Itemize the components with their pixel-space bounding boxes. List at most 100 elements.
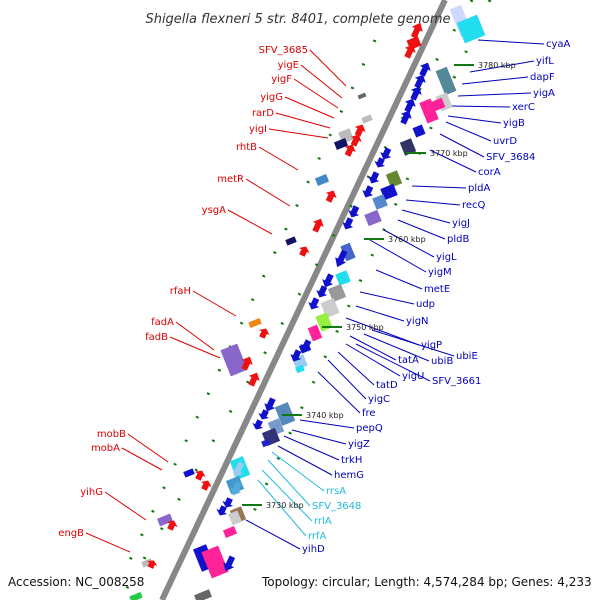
gene-label-right-10: recQ	[462, 200, 486, 211]
gene-arrow-35	[194, 470, 206, 481]
gene-label-left-13: mobA	[91, 443, 120, 454]
gene-label-right-9: pldA	[468, 183, 490, 194]
leader-line-left-7	[245, 178, 291, 207]
gene-arrow-11	[374, 157, 386, 168]
gene-arrow-31	[232, 461, 245, 478]
gene-block-12	[333, 138, 349, 150]
gene-label-left-10: fadA	[151, 317, 174, 328]
gene-arrow-16	[325, 190, 337, 203]
leader-line-right-28	[291, 429, 347, 445]
gene-label-right-29: trkH	[341, 455, 362, 466]
leader-line-left-14	[104, 491, 147, 521]
gene-features	[129, 4, 486, 600]
gene-arrow-33	[222, 497, 234, 508]
gene-label-right-5: yigB	[503, 118, 525, 129]
gene-arrow-32	[230, 481, 242, 496]
gene-block-41	[183, 468, 195, 478]
leader-line-left-9	[192, 290, 237, 317]
leader-line-right-34	[257, 479, 307, 537]
gene-label-right-8: corA	[478, 167, 501, 178]
gene-label-right-25: yigC	[368, 394, 390, 405]
leader-line-right-24	[337, 351, 375, 386]
gene-arrow-34	[216, 505, 228, 516]
leader-line-right-7	[439, 133, 485, 158]
gene-label-left-6: rhtB	[236, 142, 257, 153]
gene-block-24	[307, 324, 323, 342]
leader-line-right-22	[355, 343, 431, 382]
gene-label-right-18: yigP	[421, 340, 442, 351]
leader-line-left-11	[169, 336, 221, 359]
dotted-track-2	[128, 39, 377, 561]
gene-block-9	[361, 114, 373, 124]
gene-arrow-6	[400, 110, 412, 125]
gene-block-16	[364, 209, 382, 227]
gene-arrow-7	[354, 124, 366, 137]
leader-line-right-8	[429, 149, 477, 173]
leader-line-right-5	[447, 115, 502, 124]
gene-label-right-34: rrfA	[308, 531, 327, 542]
gene-arrow-19	[335, 249, 348, 268]
leader-line-right-15	[375, 269, 423, 290]
gene-arrow-26	[248, 372, 260, 387]
leader-line-right-25	[327, 359, 367, 400]
kbp-label-0: 3780 kbp	[478, 61, 516, 70]
dotted-track-1	[248, 0, 492, 521]
gene-label-left-9: rfaH	[170, 286, 191, 297]
kbp-label-3: 3750 kbp	[346, 323, 384, 332]
background-layer	[118, 0, 492, 600]
gene-block-29	[220, 343, 248, 377]
gene-label-right-30: hemG	[334, 470, 364, 481]
gene-label-left-4: rarD	[252, 108, 274, 119]
gene-arrow-38	[146, 560, 158, 569]
gene-arrow-28	[264, 397, 276, 412]
leader-line-left-12	[127, 433, 169, 463]
leader-line-left-8	[227, 209, 273, 235]
gene-label-right-22: SFV_3661	[432, 376, 481, 387]
leader-line-right-12	[397, 219, 446, 240]
gene-arrow-20	[322, 273, 334, 288]
gene-label-right-17: yigN	[406, 316, 429, 327]
gene-block-19	[340, 242, 356, 262]
gene-label-right-23: yigU	[402, 371, 424, 382]
gene-label-left-2: yigF	[271, 74, 292, 85]
leader-line-left-13	[121, 447, 163, 471]
gene-label-right-4: xerC	[512, 102, 535, 113]
leader-line-right-19	[371, 329, 455, 357]
gene-label-right-13: yigL	[436, 252, 457, 263]
gene-block-45	[194, 589, 212, 600]
gene-label-right-20: ubiB	[431, 356, 453, 367]
gene-arrow-22	[308, 297, 320, 310]
gene-block-37	[228, 510, 242, 526]
gene-label-right-33: rrlA	[314, 516, 332, 527]
gene-block-21	[327, 283, 347, 303]
gene-label-right-12: pldB	[447, 234, 469, 245]
gene-label-left-15: engB	[58, 528, 84, 539]
gene-arrow-39	[223, 555, 236, 572]
leader-line-right-29	[283, 435, 340, 461]
gene-arrow-13	[362, 185, 374, 198]
gene-label-right-32: SFV_3648	[312, 501, 361, 512]
accession-text: Accession: NC_008258	[8, 575, 144, 589]
leader-line-right-13	[383, 229, 435, 258]
gene-arrow-18	[298, 246, 310, 257]
gene-label-right-7: SFV_3684	[486, 152, 535, 163]
gene-arrow-17	[312, 218, 324, 233]
gene-label-left-11: fadB	[145, 332, 168, 343]
leader-line-right-17	[355, 305, 405, 322]
gene-block-43	[141, 558, 153, 568]
gene-arrow-21	[316, 285, 328, 298]
leader-line-right-14	[369, 239, 427, 273]
gene-arrow-1	[404, 44, 416, 59]
gene-block-13	[385, 170, 403, 188]
gene-label-right-0: cyaA	[546, 39, 571, 50]
leader-line-right-9	[411, 185, 467, 189]
gene-arrow-15	[342, 217, 354, 230]
leader-line-right-16	[359, 291, 415, 305]
leader-line-left-10	[175, 321, 215, 351]
gene-arrow-37	[166, 520, 178, 531]
gene-block-15	[372, 194, 388, 210]
leader-line-right-11	[401, 209, 451, 224]
gene-block-7	[412, 124, 426, 138]
